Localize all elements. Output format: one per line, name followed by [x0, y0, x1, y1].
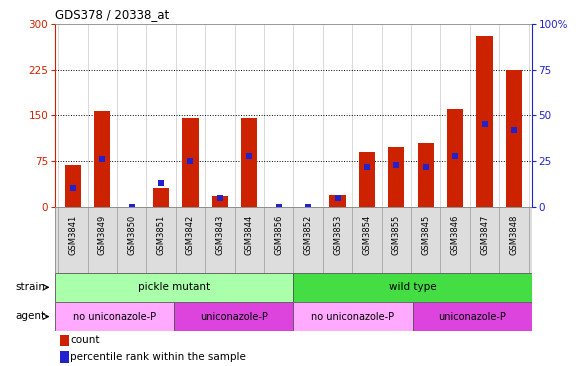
Bar	[212, 196, 228, 207]
Bar	[359, 152, 375, 207]
Bar	[241, 118, 257, 207]
Bar	[60, 351, 69, 362]
Point	[68, 186, 77, 191]
Bar	[55, 207, 532, 273]
Text: GDS378 / 20338_at: GDS378 / 20338_at	[55, 8, 170, 21]
Text: GSM3841: GSM3841	[69, 215, 77, 255]
Text: no uniconazole-P: no uniconazole-P	[311, 311, 394, 322]
Text: GSM3846: GSM3846	[451, 215, 460, 255]
Bar	[55, 273, 293, 302]
Point	[274, 204, 284, 210]
Bar	[293, 273, 532, 302]
Bar	[413, 302, 532, 331]
Text: GSM3847: GSM3847	[480, 215, 489, 255]
Point	[98, 156, 107, 162]
Bar	[447, 109, 463, 207]
Bar	[94, 111, 110, 207]
Point	[392, 162, 401, 168]
Text: GSM3848: GSM3848	[510, 215, 518, 255]
Text: GSM3850: GSM3850	[127, 215, 136, 255]
Text: GSM3852: GSM3852	[304, 215, 313, 255]
Point	[303, 204, 313, 210]
Point	[363, 164, 372, 169]
Text: uniconazole-P: uniconazole-P	[438, 311, 506, 322]
Text: pickle mutant: pickle mutant	[138, 282, 210, 292]
Text: GSM3855: GSM3855	[392, 215, 401, 255]
Text: strain: strain	[16, 282, 45, 292]
Bar	[329, 195, 346, 207]
Bar	[55, 302, 174, 331]
Text: agent: agent	[16, 311, 45, 321]
Text: GSM3849: GSM3849	[98, 215, 107, 255]
Point	[245, 153, 254, 158]
Bar	[293, 302, 413, 331]
Text: GSM3844: GSM3844	[245, 215, 254, 255]
Bar	[388, 147, 404, 207]
Point	[215, 195, 224, 201]
Point	[127, 204, 137, 210]
Text: GSM3856: GSM3856	[274, 215, 283, 255]
Bar	[60, 335, 69, 346]
Text: count: count	[70, 335, 99, 345]
Bar	[153, 188, 169, 207]
Bar	[476, 36, 493, 207]
Bar	[64, 165, 81, 207]
Point	[333, 195, 342, 201]
Bar	[174, 302, 293, 331]
Text: GSM3842: GSM3842	[186, 215, 195, 255]
Bar	[506, 70, 522, 207]
Point	[156, 180, 166, 186]
Text: GSM3854: GSM3854	[363, 215, 371, 255]
Point	[480, 122, 489, 127]
Text: GSM3851: GSM3851	[156, 215, 166, 255]
Point	[421, 164, 431, 169]
Bar	[182, 118, 199, 207]
Point	[186, 158, 195, 164]
Bar	[418, 143, 434, 207]
Text: GSM3853: GSM3853	[333, 215, 342, 255]
Point	[450, 153, 460, 158]
Text: wild type: wild type	[389, 282, 436, 292]
Text: no uniconazole-P: no uniconazole-P	[73, 311, 156, 322]
Text: percentile rank within the sample: percentile rank within the sample	[70, 352, 246, 362]
Text: uniconazole-P: uniconazole-P	[200, 311, 268, 322]
Point	[510, 127, 519, 133]
Text: GSM3843: GSM3843	[216, 215, 224, 255]
Text: GSM3845: GSM3845	[421, 215, 431, 255]
